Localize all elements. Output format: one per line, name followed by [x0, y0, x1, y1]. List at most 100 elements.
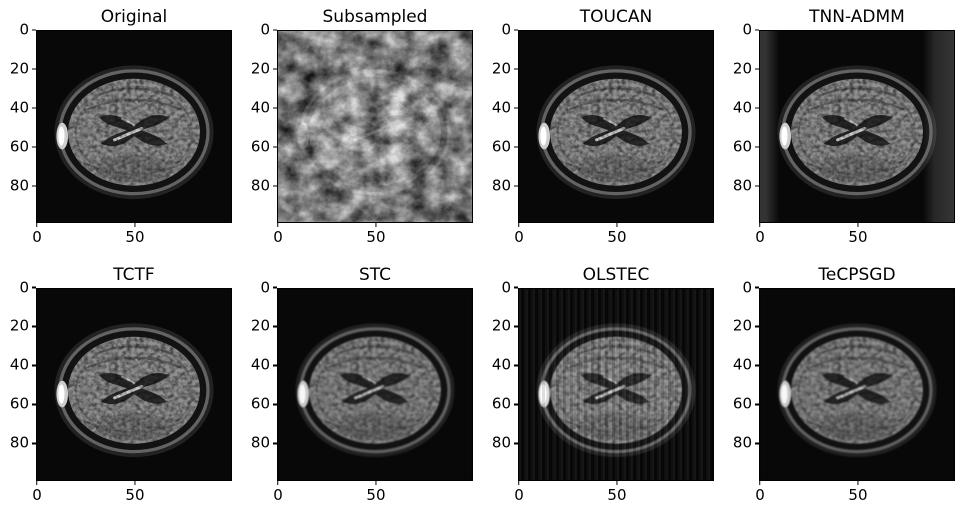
- subplot-tctf: TCTF 0 20 40 60 80 0 50: [0, 264, 241, 507]
- subplot-tecpsgd: TeCPSGD 0 20 40 60 80 0 50: [723, 264, 964, 507]
- x-tick-label: 0: [755, 223, 765, 245]
- subplot-subsampled: Subsampled 0 20 40 60 80 0 50: [241, 6, 482, 250]
- axes: 0 20 40 60 80 0 50: [241, 22, 482, 247]
- mri-image: [36, 287, 232, 481]
- y-tick-label: 0: [742, 22, 759, 38]
- mri-image: [277, 30, 473, 223]
- y-tick-label: 20: [10, 318, 36, 334]
- x-tick-label: 50: [366, 481, 385, 503]
- y-tick-label: 60: [10, 396, 36, 412]
- subplot-title: TOUCAN: [579, 7, 653, 27]
- y-tick-label: 20: [492, 61, 518, 76]
- y-tick-label: 80: [10, 435, 36, 451]
- subplot-title: STC: [358, 264, 392, 285]
- subplot-title: Original: [100, 7, 168, 27]
- subplot-stc: STC 0 20 40 60 80 0 50: [241, 264, 482, 507]
- x-tick-label: 0: [32, 223, 42, 245]
- y-tick-label: 80: [733, 435, 759, 451]
- y-tick-label: 20: [492, 318, 518, 334]
- y-tick-label: 80: [733, 178, 759, 193]
- y-tick-label: 20: [251, 61, 277, 76]
- y-axis: 0 20 40 60 80: [241, 22, 277, 223]
- x-tick-label: 50: [366, 223, 385, 245]
- x-axis: 0 50: [32, 223, 232, 247]
- y-tick-label: 60: [251, 396, 277, 412]
- subplot-toucan: TOUCAN 0 20 40 60 80 0 50: [482, 6, 723, 250]
- y-axis: 0 20 40 60 80: [241, 280, 277, 481]
- y-tick-label: 40: [10, 100, 36, 115]
- y-tick-label: 60: [492, 139, 518, 154]
- y-axis: 0 20 40 60 80: [482, 280, 518, 481]
- y-tick-label: 40: [733, 100, 759, 115]
- x-axis: 0 50: [755, 223, 955, 247]
- y-axis: 0 20 40 60 80: [0, 280, 36, 481]
- x-tick-label: 0: [32, 481, 42, 503]
- y-tick-label: 60: [733, 396, 759, 412]
- y-tick-label: 40: [251, 100, 277, 115]
- subplot-title: TeCPSGD: [818, 264, 896, 285]
- y-tick-label: 20: [733, 61, 759, 76]
- axes: 0 20 40 60 80 0 50: [723, 22, 964, 247]
- y-tick-label: 0: [742, 280, 759, 295]
- axes: 0 20 40 60 80 0 50: [723, 280, 964, 505]
- x-tick-label: 50: [607, 481, 626, 503]
- subplot-title: OLSTEC: [582, 264, 650, 285]
- mri-image: [518, 287, 714, 481]
- x-axis: 0 50: [755, 481, 955, 505]
- y-tick-label: 40: [733, 357, 759, 373]
- x-axis: 0 50: [514, 481, 714, 505]
- y-tick-label: 60: [10, 139, 36, 154]
- mri-image: [518, 30, 714, 223]
- x-tick-label: 50: [848, 481, 867, 503]
- x-tick-label: 0: [514, 481, 524, 503]
- mri-image: [36, 30, 232, 223]
- x-tick-label: 50: [125, 481, 144, 503]
- y-tick-label: 60: [733, 139, 759, 154]
- axes: 0 20 40 60 80 0 50: [482, 280, 723, 505]
- y-axis: 0 20 40 60 80: [723, 22, 759, 223]
- y-tick-label: 0: [260, 280, 277, 295]
- y-tick-label: 0: [501, 22, 518, 38]
- y-tick-label: 60: [492, 396, 518, 412]
- y-tick-label: 20: [251, 318, 277, 334]
- axes: 0 20 40 60 80 0 50: [0, 280, 241, 505]
- y-tick-label: 40: [10, 357, 36, 373]
- subplot-title: Subsampled: [322, 7, 428, 27]
- y-tick-label: 20: [10, 61, 36, 76]
- y-tick-label: 80: [251, 435, 277, 451]
- y-axis: 0 20 40 60 80: [0, 22, 36, 223]
- y-tick-label: 80: [492, 178, 518, 193]
- y-tick-label: 0: [19, 22, 36, 38]
- mri-image: [759, 287, 955, 481]
- y-tick-label: 80: [10, 178, 36, 193]
- y-tick-label: 60: [251, 139, 277, 154]
- y-axis: 0 20 40 60 80: [723, 280, 759, 481]
- y-tick-label: 40: [251, 357, 277, 373]
- subplot-original: Original 0 20 40 60 80 0 50: [0, 6, 241, 250]
- x-tick-label: 50: [607, 223, 626, 245]
- mri-image: [759, 30, 955, 223]
- axes: 0 20 40 60 80 0 50: [482, 22, 723, 247]
- subplot-title: TCTF: [113, 264, 155, 285]
- axes: 0 20 40 60 80 0 50: [0, 22, 241, 247]
- x-axis: 0 50: [32, 481, 232, 505]
- x-tick-label: 0: [273, 223, 283, 245]
- x-tick-label: 50: [848, 223, 867, 245]
- x-axis: 0 50: [273, 481, 473, 505]
- y-tick-label: 0: [260, 22, 277, 38]
- x-axis: 0 50: [273, 223, 473, 247]
- y-tick-label: 20: [733, 318, 759, 334]
- mri-image: [277, 287, 473, 481]
- y-tick-label: 0: [19, 280, 36, 295]
- x-tick-label: 0: [273, 481, 283, 503]
- y-tick-label: 0: [501, 280, 518, 295]
- axes: 0 20 40 60 80 0 50: [241, 280, 482, 505]
- x-tick-label: 50: [125, 223, 144, 245]
- x-tick-label: 0: [755, 481, 765, 503]
- subplot-title: TNN-ADMM: [809, 7, 905, 27]
- y-tick-label: 80: [492, 435, 518, 451]
- x-axis: 0 50: [514, 223, 714, 247]
- x-tick-label: 0: [514, 223, 524, 245]
- y-tick-label: 40: [492, 357, 518, 373]
- y-axis: 0 20 40 60 80: [482, 22, 518, 223]
